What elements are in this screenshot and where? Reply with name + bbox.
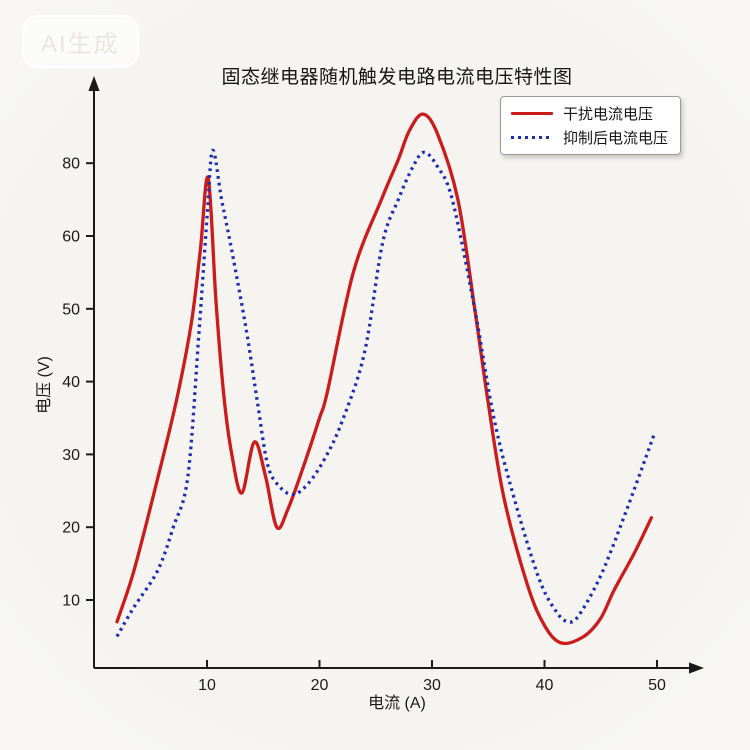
legend-label-interference: 干扰电流电压	[563, 106, 654, 123]
x-tick-label: 30	[423, 677, 441, 694]
x-tick-label: 50	[648, 677, 666, 694]
interference-curve	[115, 112, 654, 646]
blue-dotted-line-swatch	[511, 135, 553, 140]
ai-generated-watermark: AI生成	[22, 15, 139, 68]
y-tick-label: 20	[62, 520, 80, 537]
legend-item-suppressed: 抑制后电流电压	[511, 128, 668, 147]
y-tick-label: 50	[62, 301, 80, 318]
y-tick-label: 60	[62, 229, 80, 246]
x-tick-label: 20	[311, 677, 329, 694]
suppressed-curve	[115, 148, 657, 638]
legend-item-interference: 干扰电流电压	[511, 104, 668, 123]
x-tick-label: 10	[198, 677, 216, 694]
x-tick-label: 40	[536, 677, 554, 694]
x-axis-label: 电流 (A)	[368, 695, 426, 712]
x-axis-arrow-icon	[689, 662, 704, 674]
y-axis-arrow-icon	[88, 76, 100, 91]
y-tick-label: 80	[62, 156, 80, 173]
y-axis-label: 电压 (V)	[36, 356, 53, 414]
red-solid-line-swatch	[511, 111, 553, 116]
chart-title: 固态继电器随机触发电路电流电压特性图	[221, 67, 573, 88]
legend-label-suppressed: 抑制后电流电压	[563, 130, 669, 147]
y-tick-label: 40	[62, 374, 80, 391]
y-tick-label: 30	[62, 447, 80, 464]
y-tick-label: 10	[62, 593, 80, 610]
legend: 干扰电流电压 抑制后电流电压	[500, 96, 682, 155]
